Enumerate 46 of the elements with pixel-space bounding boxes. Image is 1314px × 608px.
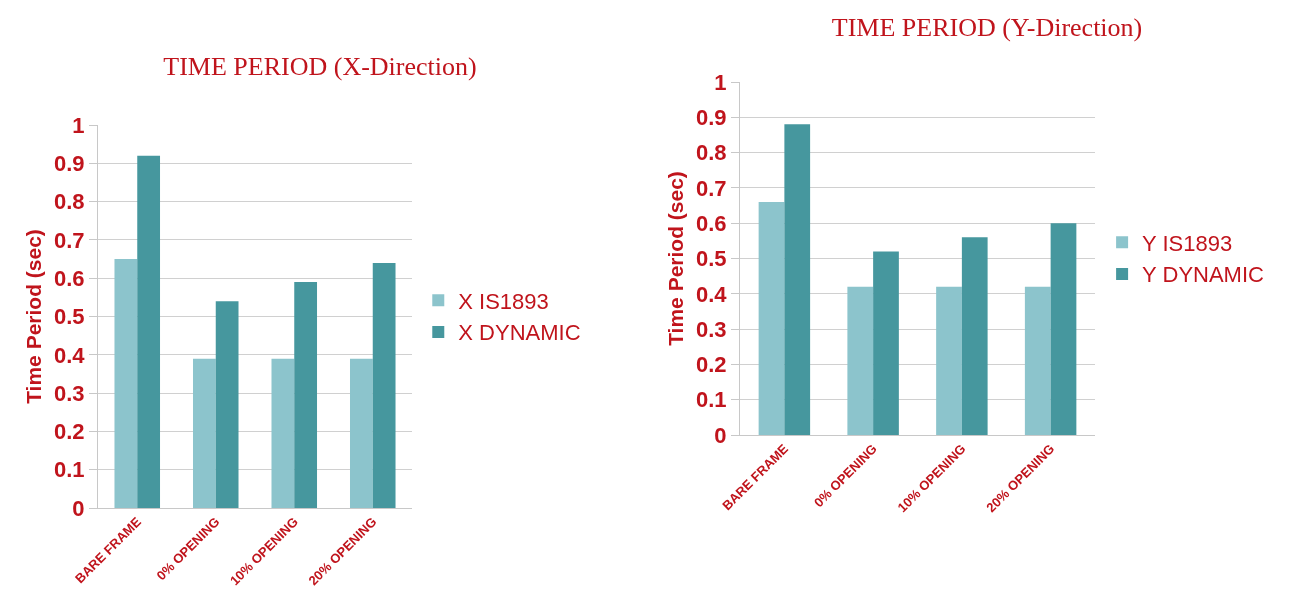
bar <box>192 358 216 508</box>
bar <box>349 358 373 508</box>
y-tick-label: 0.1 <box>696 387 727 413</box>
y-tick-label: 0.8 <box>696 140 727 166</box>
y-tick-label: 0.4 <box>696 281 728 307</box>
y-tick-label: 0.9 <box>54 151 85 176</box>
legend-label: X DYNAMIC <box>458 320 581 346</box>
y-tick-label: 0.6 <box>54 265 85 291</box>
y-tick-label: 0.7 <box>54 227 85 253</box>
y-tick-label: 0.3 <box>696 316 727 342</box>
bar <box>961 237 988 435</box>
chart-title: TIME PERIOD (Y-Direction) <box>831 13 1143 43</box>
y-tick-label: 0.2 <box>696 352 727 378</box>
y-tick-label: 0 <box>714 422 727 448</box>
y-tick-label: 1 <box>714 69 727 95</box>
y-tick-label: 0.2 <box>54 419 85 445</box>
y-tick-label: 0.8 <box>54 189 85 215</box>
bar <box>936 286 962 435</box>
bar <box>847 286 874 435</box>
bar <box>784 124 811 435</box>
legend-label: X IS1893 <box>458 288 549 314</box>
y-tick-label: 0.3 <box>54 380 85 406</box>
bar <box>1050 223 1077 435</box>
bar <box>372 262 396 508</box>
y-tick-label: 0.5 <box>54 304 85 330</box>
y-tick-label: 0.5 <box>696 246 727 272</box>
chart-title: TIME PERIOD (X-Direction) <box>163 52 477 82</box>
y-tick-label: 0.1 <box>54 457 85 483</box>
bar <box>873 251 899 435</box>
y-tick-label: 0 <box>72 495 85 521</box>
y-tick-label: 1 <box>72 112 85 138</box>
bar <box>215 301 239 508</box>
legend-label: Y IS1893 <box>1142 230 1233 256</box>
bar <box>758 202 785 435</box>
bar <box>137 155 161 508</box>
y-tick-label: 0.7 <box>696 175 727 201</box>
bar <box>271 358 295 508</box>
y-tick-label: 0.9 <box>696 105 727 130</box>
bar <box>294 282 318 508</box>
y-axis-title: Time Period (sec) <box>664 171 688 346</box>
y-tick-label: 0.4 <box>54 342 86 368</box>
bar <box>1024 286 1051 435</box>
y-tick-label: 0.6 <box>696 210 727 236</box>
bar <box>114 259 138 508</box>
y-axis-title: Time Period (sec) <box>22 229 46 404</box>
legend-label: Y DYNAMIC <box>1142 262 1265 288</box>
